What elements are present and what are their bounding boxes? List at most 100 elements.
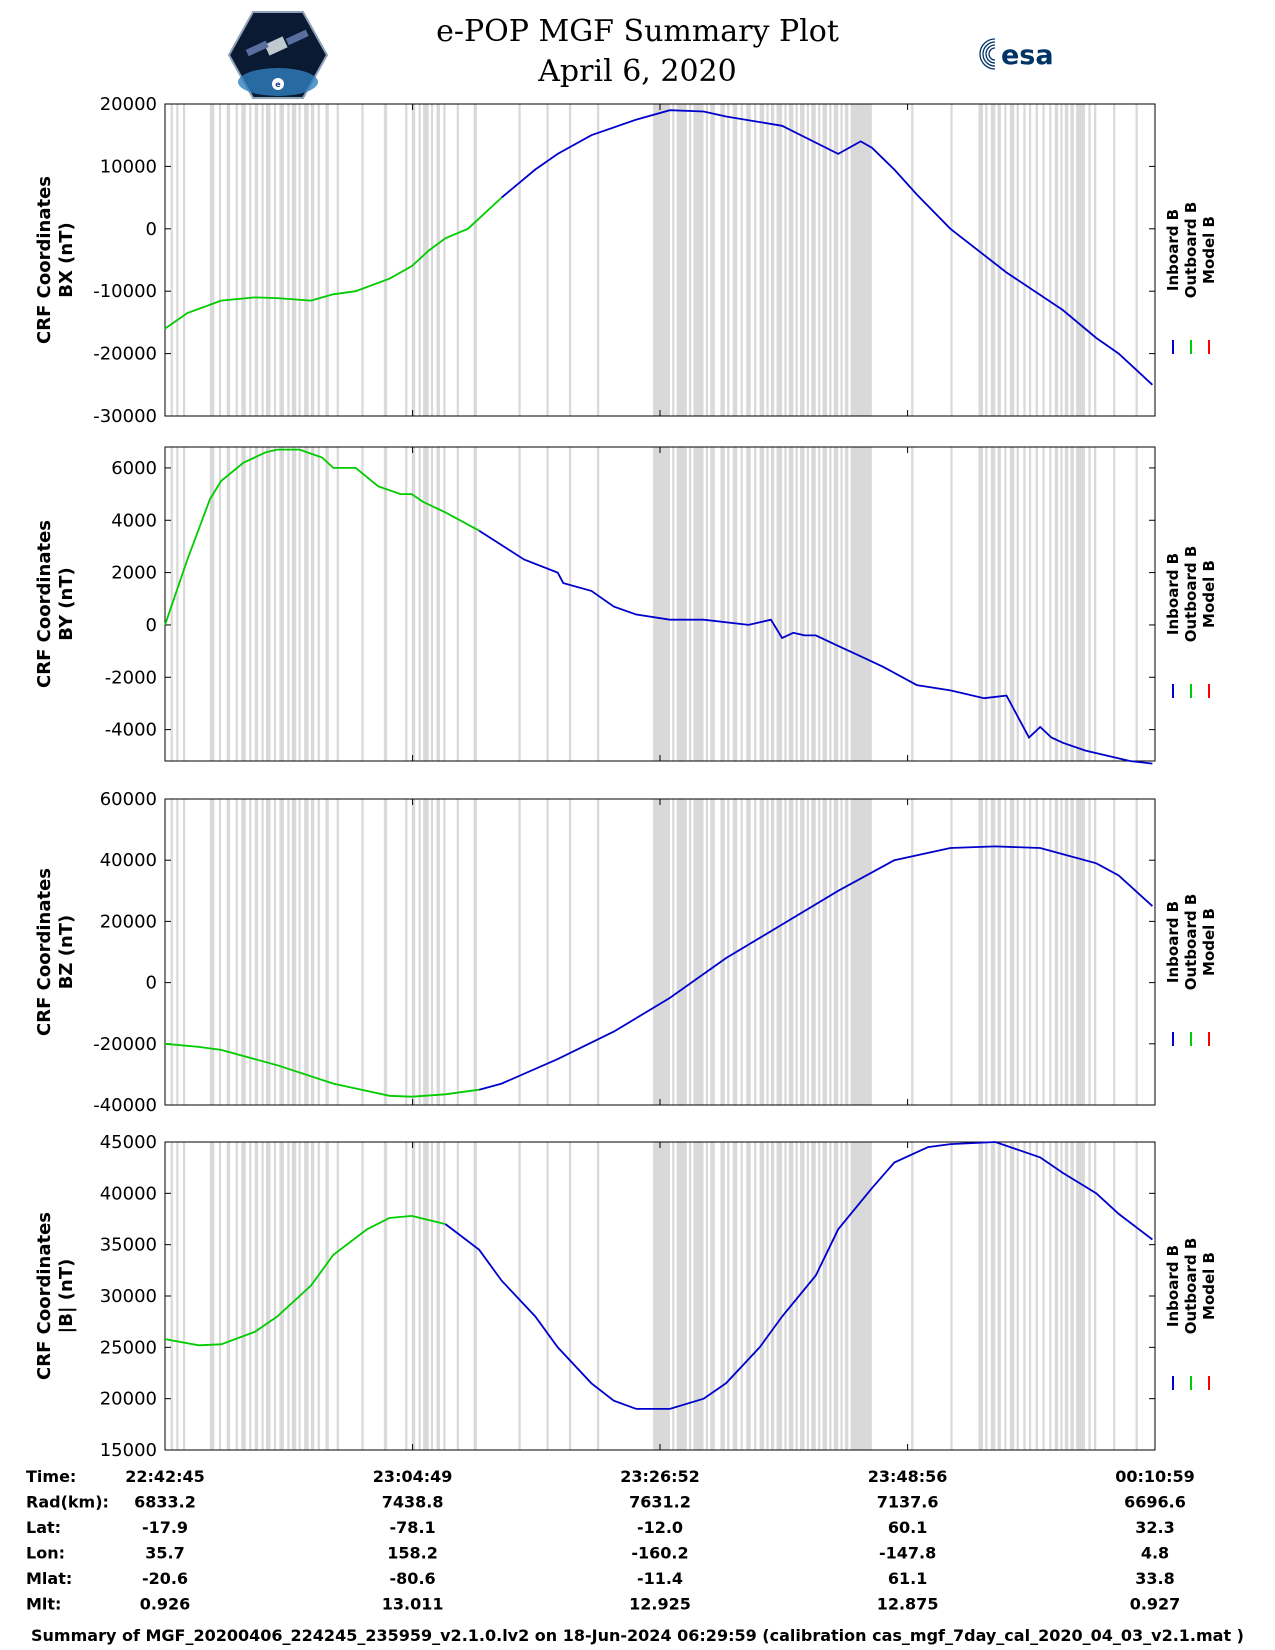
gap-band <box>176 799 179 1105</box>
gap-band <box>226 1142 231 1450</box>
gap-band <box>676 104 687 416</box>
gap-band <box>279 104 284 416</box>
gap-band <box>732 447 738 761</box>
gap-band <box>688 447 692 761</box>
gap-band <box>727 447 730 761</box>
gap-band <box>241 1142 246 1450</box>
ephemeris-row-label: Mlat: <box>26 1569 72 1588</box>
gap-band <box>423 799 429 1105</box>
plot-title: e-POP MGF Summary Plot April 6, 2020 <box>0 12 1275 92</box>
gap-band <box>770 104 775 416</box>
legend-label: Inboard B <box>1164 553 1182 635</box>
y-axis-label: CRF CoordinatesBZ (nT) <box>34 868 77 1036</box>
svg-text:e: e <box>275 80 281 89</box>
ephemeris-value: -17.9 <box>142 1518 188 1537</box>
gap-band <box>822 447 827 761</box>
y-tick-label: 2000 <box>111 563 157 584</box>
gap-band <box>170 799 173 1105</box>
gap-band <box>418 1142 421 1450</box>
gap-band <box>740 104 743 416</box>
gap-band <box>770 799 775 1105</box>
gap-band <box>811 104 816 416</box>
gap-band <box>226 799 231 1105</box>
gap-band <box>759 1142 765 1450</box>
gap-band <box>822 104 827 416</box>
gap-band <box>653 799 670 1105</box>
gap-band <box>1070 799 1074 1105</box>
y-tick-label: 10000 <box>100 156 157 177</box>
gap-band <box>304 1142 309 1450</box>
gap-band <box>1064 1142 1069 1450</box>
gap-band <box>720 447 725 761</box>
gap-band <box>546 1142 549 1450</box>
gap-band <box>705 1142 709 1450</box>
gap-band <box>317 104 320 416</box>
gap-band <box>1049 104 1052 416</box>
gap-band <box>1088 799 1091 1105</box>
gap-band <box>1113 799 1116 1105</box>
gap-band <box>1004 447 1007 761</box>
gap-band <box>423 1142 429 1450</box>
gap-band <box>473 799 477 1105</box>
footer-caption: Summary of MGF_20200406_224245_235959_v2… <box>31 1626 1244 1645</box>
gap-band <box>978 1142 983 1450</box>
gap-band <box>1023 1142 1026 1450</box>
gap-band <box>676 447 687 761</box>
gap-band <box>383 799 388 1105</box>
y-tick-label: -2000 <box>105 667 157 688</box>
y-axis-label-line: |B| (nT) <box>56 1259 77 1334</box>
ephemeris-value: -20.6 <box>142 1569 188 1588</box>
gap-band <box>759 447 765 761</box>
gap-band <box>383 1142 388 1450</box>
gap-band <box>456 799 459 1105</box>
gap-band <box>546 447 549 761</box>
gap-band <box>568 799 572 1105</box>
gap-band <box>850 799 872 1105</box>
gap-band <box>298 447 301 761</box>
gap-band <box>473 104 477 416</box>
gap-band <box>1094 799 1097 1105</box>
gap-band <box>1042 1142 1045 1450</box>
gap-band <box>218 447 222 761</box>
gap-band <box>1135 1142 1138 1450</box>
gap-band <box>249 104 252 416</box>
y-axis-label-line: BX (nT) <box>56 222 77 297</box>
shading-bands <box>170 104 1138 416</box>
gap-band <box>720 1142 725 1450</box>
gap-band <box>287 447 290 761</box>
gap-band <box>950 447 953 761</box>
gap-band <box>740 1142 743 1450</box>
gap-band <box>473 447 477 761</box>
ephemeris-value: 13.011 <box>382 1595 444 1614</box>
y-tick-label: -10000 <box>93 281 157 302</box>
gap-band <box>844 447 849 761</box>
gap-band <box>1049 799 1052 1105</box>
gap-band <box>235 799 238 1105</box>
gap-band <box>1054 447 1059 761</box>
legend-label: Outboard B <box>1182 894 1200 991</box>
gap-band <box>766 104 769 416</box>
ephemeris-value: -78.1 <box>390 1518 436 1537</box>
gap-band <box>770 1142 775 1450</box>
gap-band <box>1049 1142 1052 1450</box>
gap-band <box>235 447 238 761</box>
gap-band <box>705 104 709 416</box>
gap-band <box>273 799 277 1105</box>
esa-logo-text: esa <box>1001 40 1054 71</box>
gap-band <box>1060 799 1063 1105</box>
gap-band <box>1070 104 1074 416</box>
gap-band <box>740 447 743 761</box>
ephemeris-value: 7137.6 <box>877 1493 939 1512</box>
gap-band <box>596 799 600 1105</box>
gap-band <box>1076 447 1086 761</box>
gap-band <box>693 799 704 1105</box>
y-tick-label: 0 <box>146 615 157 636</box>
gap-band <box>997 1142 1001 1450</box>
gap-band <box>1028 104 1032 416</box>
gap-band <box>182 447 186 761</box>
gap-band <box>291 799 297 1105</box>
gap-band <box>241 799 246 1105</box>
gap-band <box>1060 1142 1063 1450</box>
gap-band <box>784 799 787 1105</box>
gap-band <box>254 447 259 761</box>
